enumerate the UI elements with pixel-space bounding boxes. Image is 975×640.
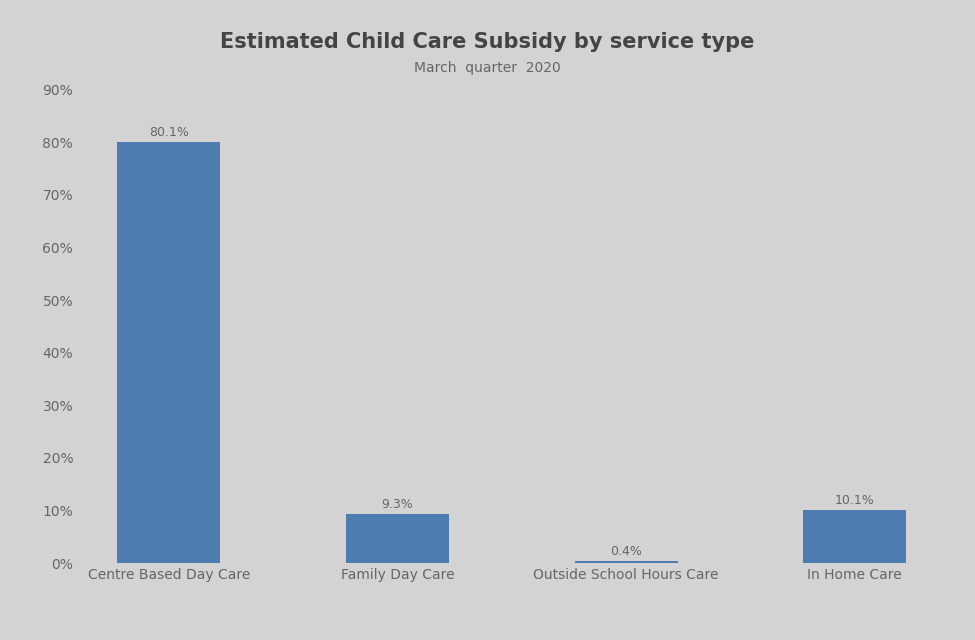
- Bar: [117, 141, 220, 563]
- Text: Estimated Child Care Subsidy by service type: Estimated Child Care Subsidy by service …: [220, 32, 755, 52]
- Text: 80.1%: 80.1%: [149, 125, 189, 138]
- Bar: [803, 510, 907, 563]
- Bar: [574, 561, 678, 563]
- Text: March  quarter  2020: March quarter 2020: [414, 61, 561, 75]
- Text: 9.3%: 9.3%: [381, 498, 413, 511]
- Text: 0.4%: 0.4%: [610, 545, 643, 559]
- Bar: [346, 515, 449, 563]
- Text: 10.1%: 10.1%: [835, 494, 875, 507]
